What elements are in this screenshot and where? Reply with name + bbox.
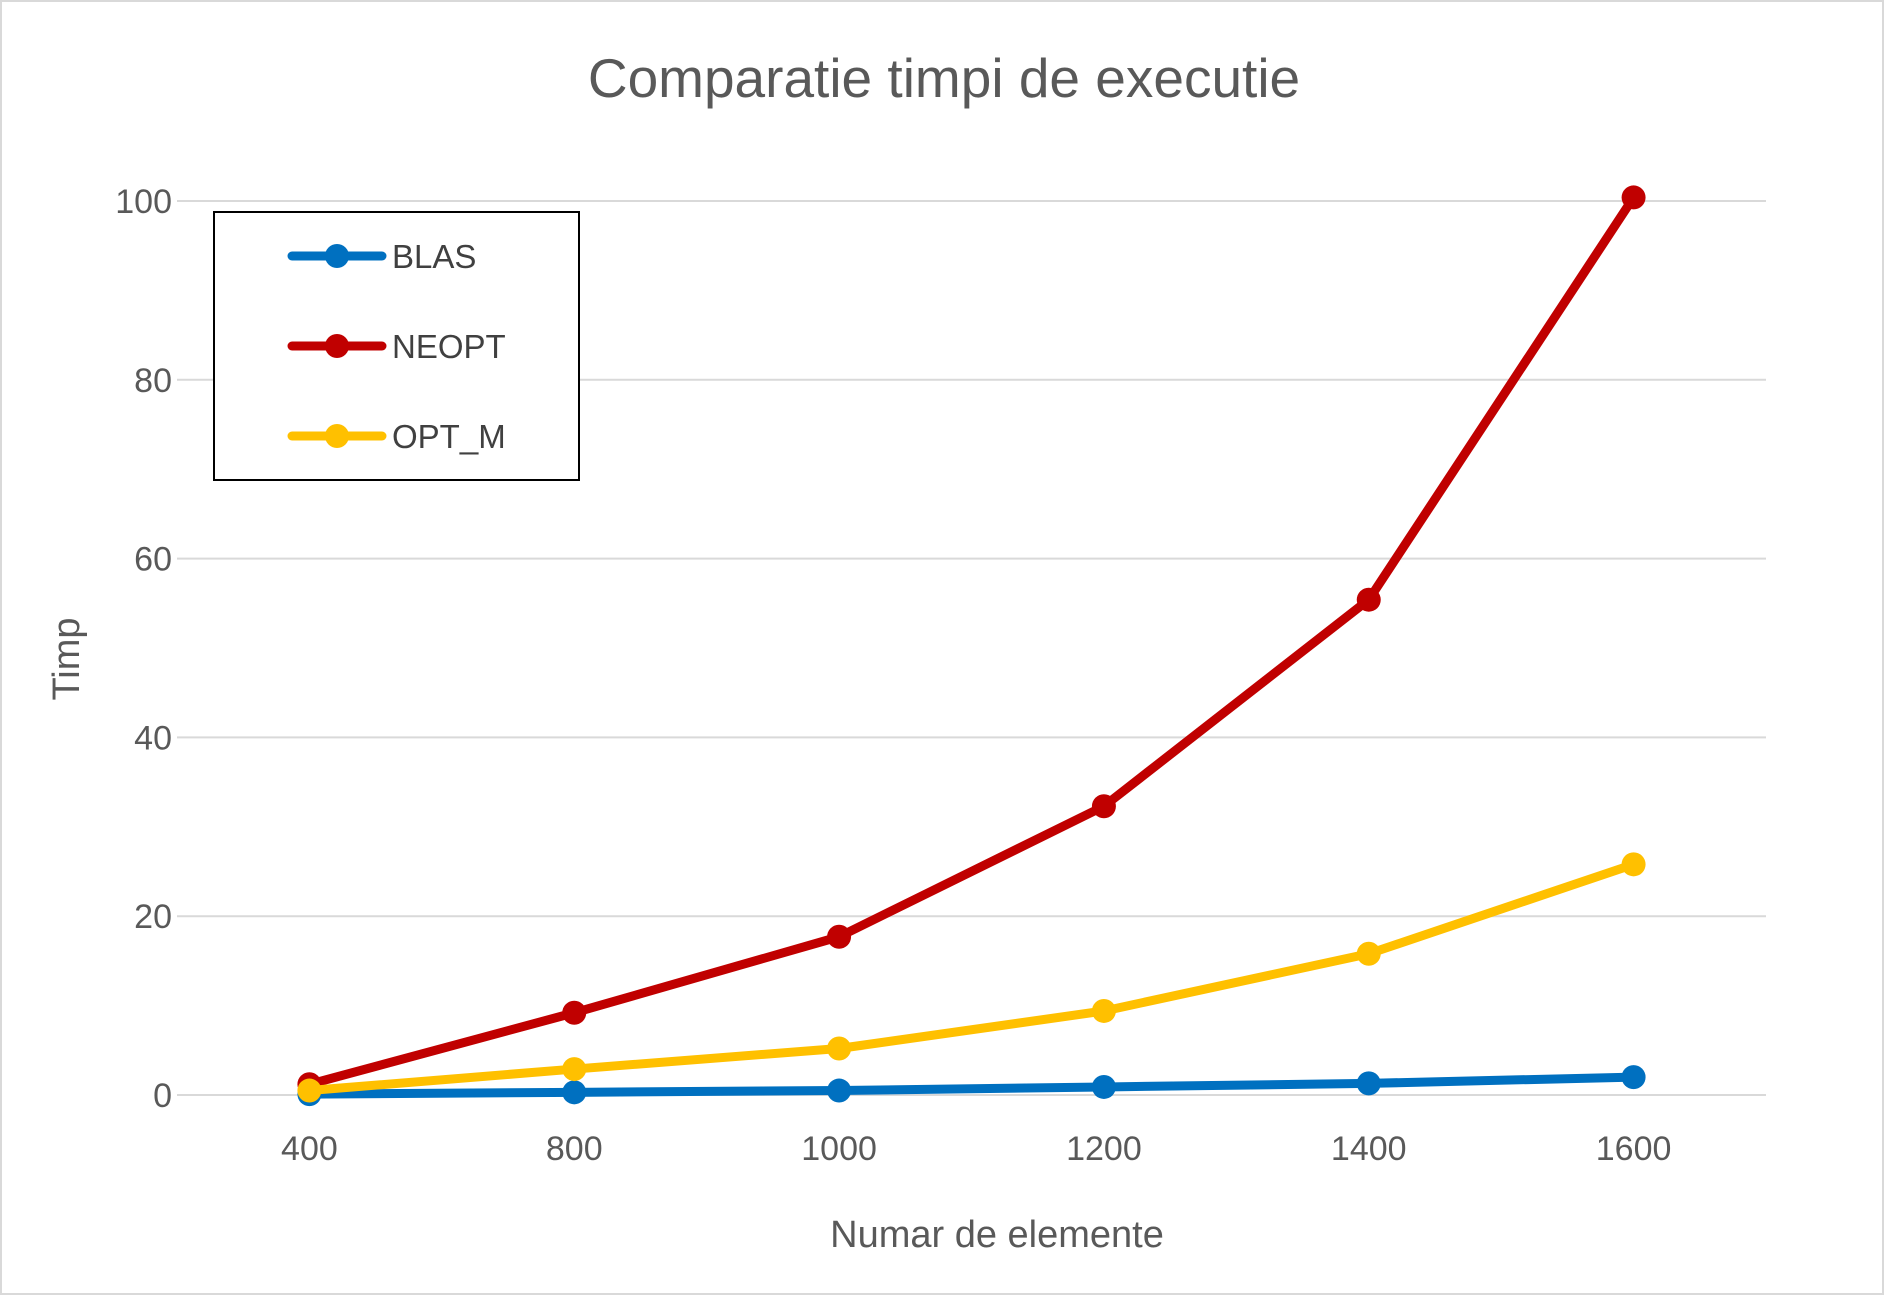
legend-item: OPT_M <box>287 418 506 455</box>
y-axis-ticks: 0 20 40 60 80 100 <box>115 183 172 1115</box>
legend-label: NEOPT <box>392 328 506 365</box>
legend-swatch-marker <box>325 244 349 268</box>
data-point <box>562 1057 587 1082</box>
series-line <box>304 859 1639 1096</box>
data-point <box>827 924 852 949</box>
data-point <box>1091 794 1116 819</box>
data-point <box>1356 587 1381 612</box>
y-tick-label: 40 <box>134 719 172 757</box>
legend-swatch-marker <box>325 334 349 358</box>
legend-box <box>213 211 580 481</box>
legend-item: NEOPT <box>287 328 506 365</box>
y-tick-label: 60 <box>134 541 172 579</box>
data-point <box>1356 1071 1381 1096</box>
y-tick-label: 20 <box>134 898 172 936</box>
x-tick-label: 1000 <box>801 1130 877 1168</box>
data-point <box>827 1078 852 1103</box>
data-point <box>1621 852 1646 877</box>
legend-swatch-marker <box>325 424 349 448</box>
data-point <box>562 1080 587 1105</box>
y-tick-label: 100 <box>115 183 172 221</box>
series-line <box>304 1072 1639 1099</box>
data-point <box>1091 1074 1116 1099</box>
x-tick-label: 800 <box>546 1130 603 1168</box>
y-tick-label: 80 <box>134 362 172 400</box>
legend-item: BLAS <box>287 238 476 275</box>
x-tick-label: 1200 <box>1066 1130 1142 1168</box>
data-point <box>827 1036 852 1061</box>
x-tick-label: 1400 <box>1331 1130 1407 1168</box>
series-line <box>304 192 1639 1089</box>
series-blas <box>297 1065 1646 1107</box>
legend-label: BLAS <box>392 238 476 275</box>
data-point <box>562 1000 587 1025</box>
y-tick-label: 0 <box>153 1077 172 1115</box>
chart-title: Comparatie timpi de executie <box>588 47 1300 109</box>
series-opt-m <box>297 852 1646 1103</box>
legend: BLAS NEOPT OPT_M <box>213 211 580 481</box>
data-point <box>1091 998 1116 1023</box>
data-point <box>297 1078 322 1103</box>
x-axis-ticks: 400 800 1000 1200 1400 1600 <box>281 1130 1671 1168</box>
data-point <box>1621 185 1646 210</box>
x-tick-label: 400 <box>281 1130 338 1168</box>
data-point <box>1621 1065 1646 1090</box>
data-point <box>1356 941 1381 966</box>
x-axis-title: Numar de elemente <box>830 1214 1164 1256</box>
y-axis-title: Timp <box>46 617 88 700</box>
legend-label: OPT_M <box>392 418 506 455</box>
x-tick-label: 1600 <box>1596 1130 1672 1168</box>
series-lines <box>297 185 1646 1107</box>
